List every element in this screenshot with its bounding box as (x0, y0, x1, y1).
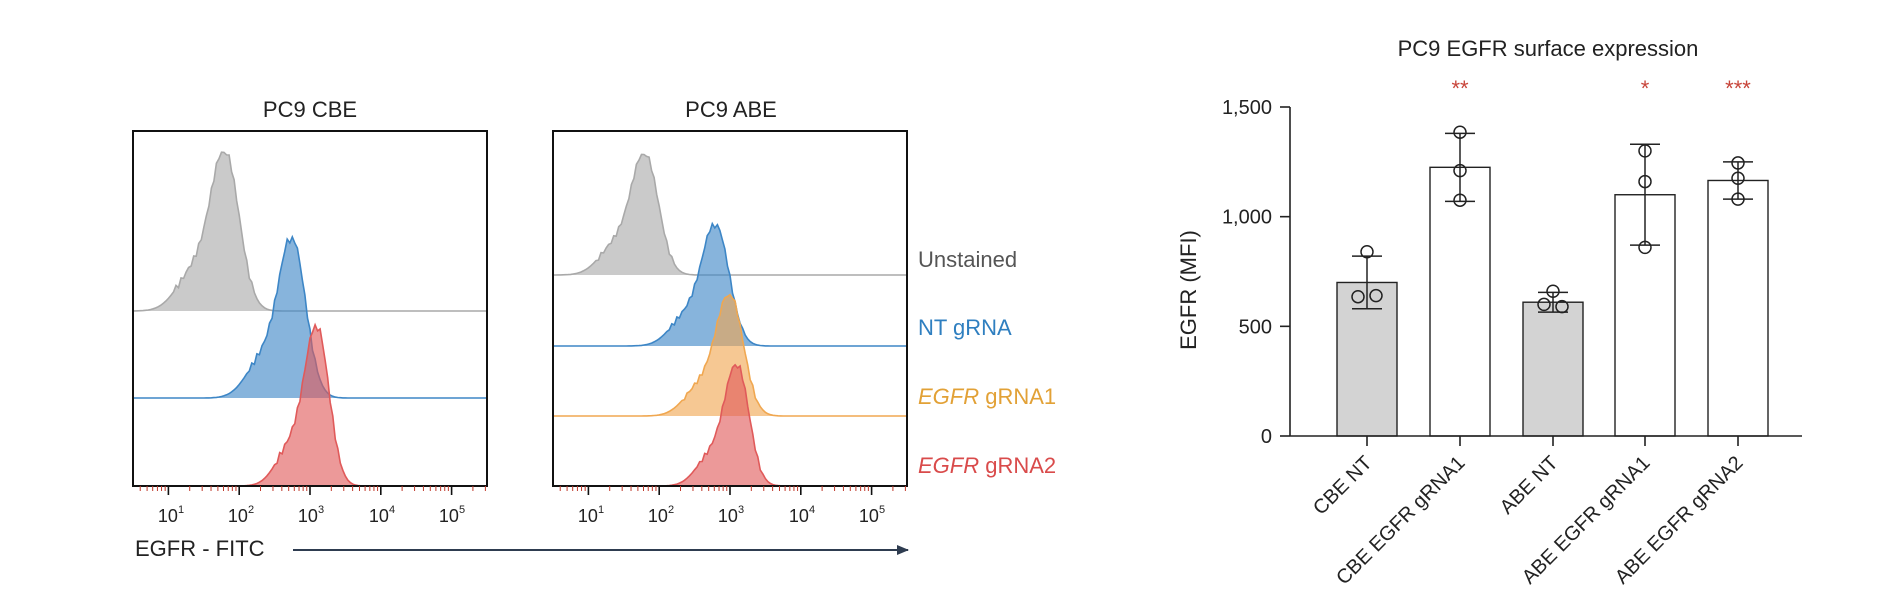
x-axis-title: EGFR - FITC (135, 536, 265, 561)
abe-tick-label: 105 (859, 504, 885, 526)
abe-series-layer (553, 153, 907, 487)
bar-series-layer: ** * *** (1336, 76, 1769, 437)
data-point-2-1 (1537, 297, 1551, 312)
significance-marker-4: *** (1725, 76, 1751, 101)
cbe-tick-label: 101 (158, 504, 184, 526)
x-axis-title-group: EGFR - FITC (135, 536, 909, 561)
legend-item-egfr-grna1: EGFR gRNA1 (918, 384, 1056, 409)
data-point-1-2 (1453, 193, 1467, 207)
cbe-tick-label: 104 (369, 504, 395, 526)
cbe-histogram-fill-2 (133, 324, 487, 486)
cbe-tick-label: 103 (298, 504, 324, 526)
abe-tick-label: 101 (578, 504, 604, 526)
cbe-tick-label: 102 (228, 504, 254, 526)
histogram-cbe: PC9 CBE 101 102 103 104 105 (132, 97, 488, 526)
bar-y-tick-label: 500 (1239, 316, 1272, 338)
bar-y-axis-title: EGFR (MFI) (1176, 230, 1201, 350)
data-point-3-2 (1638, 240, 1652, 255)
bar-4 (1707, 179, 1769, 437)
data-point-4-2 (1731, 192, 1745, 206)
data-point-1-0 (1453, 125, 1467, 139)
cbe-title: PC9 CBE (263, 97, 357, 122)
abe-histogram-fill-2 (553, 294, 907, 416)
legend-item-nt-grna: NT gRNA (918, 315, 1012, 340)
data-point-0-0 (1360, 245, 1374, 259)
data-point-1-1 (1453, 163, 1467, 178)
bar-chart: PC9 EGFR surface expression EGFR (MFI) 0… (1176, 36, 1802, 589)
cbe-series-layer (133, 151, 487, 487)
significance-marker-3: * (1641, 76, 1650, 101)
histogram-abe: PC9 ABE 101 102 103 104 105 (552, 97, 908, 526)
abe-histogram-fill-0 (553, 154, 907, 275)
data-point-0-2 (1369, 288, 1383, 303)
bar-category-label: ABE NT (1496, 452, 1563, 519)
abe-tick-label: 103 (718, 504, 744, 526)
abe-tick-label: 102 (648, 504, 674, 526)
data-point-2-0 (1546, 284, 1560, 298)
data-point-3-1 (1638, 174, 1652, 189)
legend-item-egfr-grna2: EGFR gRNA2 (918, 453, 1056, 478)
abe-histogram-fill-3 (553, 364, 907, 486)
abe-histogram-line-2 (553, 293, 907, 417)
cbe-histogram-line-1 (133, 234, 487, 399)
cbe-tick-label: 105 (439, 504, 465, 526)
data-point-3-0 (1638, 144, 1652, 158)
significance-marker-1: ** (1451, 76, 1469, 101)
data-point-2-2 (1555, 299, 1569, 314)
bar-y-tick-label: 1,000 (1222, 207, 1272, 229)
bar-chart-title: PC9 EGFR surface expression (1398, 36, 1699, 61)
data-point-4-0 (1731, 156, 1745, 170)
cbe-histogram-line-0 (133, 151, 487, 312)
abe-histogram-fill-1 (553, 223, 907, 346)
cbe-tick-labels: 101 102 103 104 105 (158, 504, 465, 526)
abe-histogram-line-1 (553, 221, 907, 347)
abe-ticks (559, 486, 906, 495)
data-point-4-1 (1731, 171, 1745, 186)
abe-tick-labels: 101 102 103 104 105 (578, 504, 885, 526)
bar-1 (1429, 166, 1491, 437)
bar-y-tick-label: 1,500 (1222, 97, 1272, 119)
bar-y-tick-label: 0 (1261, 426, 1272, 448)
bar-y-axis: 0 500 1,000 1,500 (1222, 97, 1291, 448)
cbe-histogram-fill-0 (133, 152, 487, 311)
cbe-ticks (139, 486, 486, 495)
abe-title: PC9 ABE (685, 97, 777, 122)
legend: Unstained NT gRNA EGFR gRNA1 EGFR gRNA2 (918, 247, 1056, 478)
bar-category-label: CBE NT (1309, 452, 1376, 519)
bar-2 (1522, 301, 1584, 437)
abe-tick-label: 104 (789, 504, 815, 526)
data-point-0-1 (1351, 289, 1365, 304)
legend-item-unstained: Unstained (918, 247, 1017, 272)
